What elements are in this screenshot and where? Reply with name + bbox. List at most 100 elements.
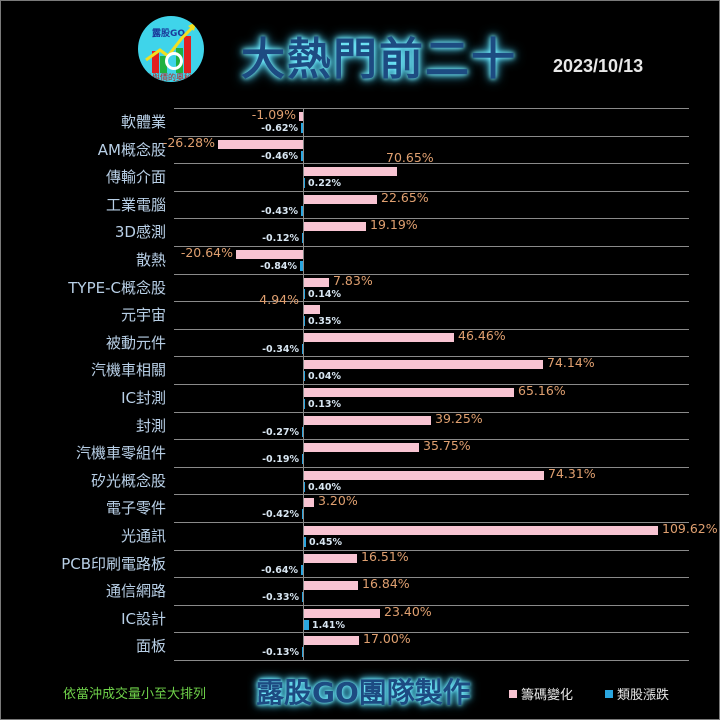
sector-change-bar — [301, 150, 303, 161]
gridline — [174, 384, 689, 385]
chart-row: 封測 39.25% -0.27% — [136, 411, 689, 440]
chip-change-bar — [304, 222, 366, 232]
chip-change-label: 65.16% — [518, 383, 566, 398]
category-label: 封測 — [135, 416, 166, 435]
chip-change-bar — [304, 526, 658, 535]
sector-change-label: -0.46% — [261, 150, 298, 162]
chart-row: IC封測 65.16% 0.13% — [121, 383, 689, 412]
gridline — [174, 660, 689, 661]
legend-label: 類股漲跌 — [617, 688, 670, 703]
chart-row: 工業電腦 22.65% -0.43% — [106, 189, 689, 219]
chart-row: 通信網路 16.84% -0.33% — [106, 576, 689, 605]
sector-change-bar — [304, 371, 305, 382]
chip-change-label: 74.14% — [547, 355, 595, 371]
chip-change-bar — [304, 305, 320, 315]
category-label: PCB印刷電路板 — [61, 554, 166, 573]
gridline — [174, 632, 689, 634]
chip-change-label: 109.62% — [662, 521, 718, 536]
chip-change-label: 23.40% — [384, 603, 432, 619]
sector-change-bar — [300, 261, 303, 271]
page-title: 大熱門前二十 — [241, 34, 517, 85]
team-credit: 露股GO團隊製作 — [256, 676, 471, 709]
chart-row: PCB印刷電路板 16.51% -0.64% — [61, 549, 689, 578]
chip-change-label: 7.83% — [333, 272, 373, 288]
sector-change-label: 0.14% — [308, 288, 341, 300]
magnifier-icon — [165, 52, 183, 70]
sector-change-label: -0.62% — [261, 123, 298, 134]
sector-change-label: -0.33% — [262, 592, 299, 604]
sector-change-label: -0.27% — [262, 426, 299, 438]
sector-change-label: -0.12% — [262, 233, 299, 245]
chart-row: 電子零件 3.20% -0.42% — [106, 493, 689, 522]
chart-row: 軟體業 -1.09% -0.62% — [121, 107, 689, 136]
sector-change-bar — [301, 123, 303, 133]
chip-change-bar — [304, 636, 359, 646]
sector-change-bar — [304, 316, 305, 327]
gridline — [174, 494, 689, 496]
chip-change-bar — [304, 498, 314, 508]
sector-change-label: -0.64% — [261, 564, 298, 576]
category-label: 面板 — [135, 637, 166, 656]
category-label: IC封測 — [121, 389, 166, 407]
legend-item-sector: 類股漲跌 — [605, 684, 669, 703]
chart-row: 汽機車相關 74.14% 0.04% — [91, 355, 689, 384]
brand-logo: 露股GO 量與價的奧秘 — [138, 16, 204, 82]
chip-change-bar — [304, 277, 329, 287]
chip-change-label: -20.64% — [180, 245, 233, 260]
gridline — [174, 163, 689, 165]
sector-change-label: 0.13% — [308, 399, 341, 410]
sector-change-bar — [304, 178, 305, 189]
sector-change-bar — [302, 343, 303, 354]
chip-change-bar — [304, 581, 358, 591]
sector-change-label: 0.45% — [309, 537, 342, 548]
sector-change-bar — [304, 481, 305, 492]
sector-change-label: 0.35% — [308, 316, 341, 328]
chip-change-bar — [304, 332, 454, 342]
sector-change-bar — [304, 288, 305, 299]
gridline — [174, 135, 689, 137]
chip-change-bar — [304, 443, 419, 453]
sector-change-bar — [302, 233, 303, 244]
chart-row: 光通訊 109.62% 0.45% — [121, 521, 718, 550]
category-label: 被動元件 — [105, 333, 166, 352]
chip-change-bar — [304, 415, 431, 425]
sector-change-bar — [304, 619, 309, 630]
gridline — [174, 190, 689, 192]
category-label: AM概念股 — [97, 140, 166, 159]
chip-change-bar — [218, 139, 303, 149]
gridline — [174, 301, 689, 303]
category-label: 通信網路 — [105, 582, 166, 601]
chip-change-label: 16.84% — [362, 576, 410, 592]
chip-change-label: 22.65% — [381, 189, 429, 205]
chart-row: 矽光概念股 74.31% 0.40% — [91, 465, 689, 495]
legend-swatch-pink — [509, 689, 517, 698]
sector-change-bar — [302, 426, 303, 437]
chart-row: 面板 17.00% -0.13% — [136, 631, 689, 660]
sector-change-bar — [301, 205, 303, 216]
chip-change-label: 74.31% — [548, 465, 596, 481]
category-label: 汽機車零組件 — [75, 444, 166, 463]
chip-change-label: -1.09% — [251, 107, 296, 122]
sector-change-bar — [301, 564, 303, 575]
sort-note: 依當沖成交量小至大排列 — [63, 687, 207, 702]
category-label: 元宇宙 — [120, 306, 166, 325]
chart-row: 被動元件 46.46% -0.34% — [106, 328, 689, 357]
category-label: 矽光概念股 — [90, 471, 166, 490]
gridline — [174, 439, 689, 441]
category-label: 散熱 — [135, 251, 166, 269]
chip-change-label: -26.28% — [162, 134, 215, 150]
date-label: 2023/10/13 — [553, 56, 644, 76]
sector-change-bar — [302, 647, 303, 658]
category-label: 3D感測 — [114, 223, 166, 242]
gridline — [174, 273, 689, 275]
gridline — [174, 577, 689, 579]
category-label: 傳輸介面 — [105, 168, 166, 187]
gridline — [174, 218, 689, 220]
sector-change-bar — [302, 592, 303, 603]
gridline — [174, 328, 689, 330]
category-label: 光通訊 — [120, 527, 166, 545]
chip-change-bar — [304, 360, 543, 370]
gridline — [174, 466, 689, 468]
gridline — [174, 522, 689, 523]
